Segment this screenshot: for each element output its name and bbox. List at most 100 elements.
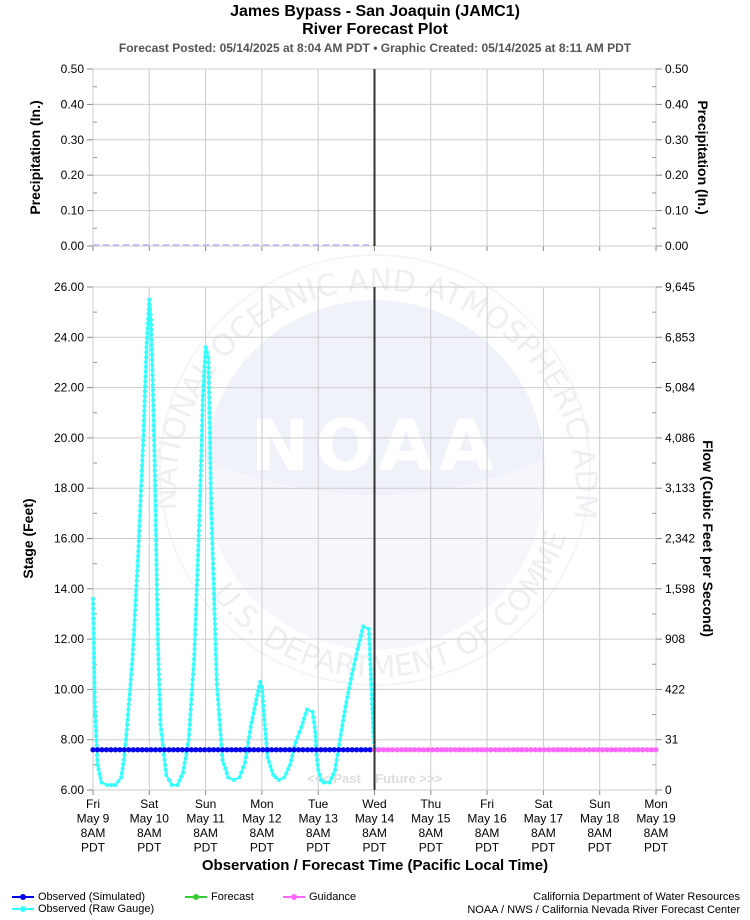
observed-raw-point: [210, 561, 215, 566]
observed-raw-point: [354, 652, 359, 657]
observed-simulated-point: [157, 747, 163, 753]
observed-raw-point: [91, 631, 96, 636]
observed-raw-point: [192, 642, 197, 647]
guidance-point: [519, 747, 525, 753]
observed-simulated-point: [291, 747, 297, 753]
observed-raw-point: [206, 375, 211, 380]
stage-ytick-label-right: 4,086: [665, 431, 695, 445]
observed-raw-point: [189, 697, 194, 702]
guidance-point: [376, 747, 382, 753]
observed-raw-point: [211, 576, 216, 581]
observed-raw-point: [187, 722, 192, 727]
observed-simulated-point: [255, 747, 261, 753]
observed-simulated-point: [318, 747, 324, 753]
x-tick-label: Fri: [480, 797, 494, 811]
observed-raw-point: [212, 616, 217, 621]
legend-item-guidance: Guidance: [283, 891, 356, 903]
guidance-point: [581, 747, 588, 753]
observed-raw-point: [97, 771, 102, 776]
x-tick-label: Fri: [86, 797, 100, 811]
observed-raw-point: [218, 732, 223, 737]
observed-raw-point: [243, 760, 248, 765]
x-tick-label: 8AM: [193, 826, 218, 840]
observed-raw-point: [207, 400, 212, 405]
observed-raw-point: [149, 322, 154, 327]
legend-label: Guidance: [309, 891, 357, 903]
observed-raw-point: [257, 684, 262, 689]
observed-raw-point: [149, 327, 154, 332]
observed-raw-point: [217, 717, 222, 722]
x-tick-label: PDT: [250, 841, 275, 855]
observed-raw-point: [145, 321, 150, 326]
observed-raw-point: [316, 767, 321, 772]
observed-raw-point: [153, 503, 158, 508]
observed-raw-point: [314, 752, 319, 757]
x-tick-label: PDT: [194, 841, 219, 855]
observed-raw-point: [201, 388, 206, 393]
observed-raw-point: [160, 737, 165, 742]
observed-raw-point: [197, 513, 202, 518]
observed-raw-point: [148, 317, 153, 322]
observed-raw-point: [137, 513, 142, 518]
x-tick-label: May 11: [186, 812, 225, 826]
observed-raw-point: [218, 727, 223, 732]
observed-raw-point: [366, 627, 371, 632]
observed-raw-point: [367, 642, 372, 647]
observed-raw-point: [200, 423, 205, 428]
observed-raw-point: [158, 707, 163, 712]
observed-raw-point: [289, 758, 294, 763]
observed-raw-point: [370, 706, 375, 711]
observed-simulated-point: [170, 747, 177, 753]
observed-raw-point: [152, 438, 157, 443]
observed-simulated-point: [331, 747, 337, 753]
observed-raw-point: [261, 703, 266, 708]
observed-raw-point: [164, 772, 169, 777]
guidance-point: [599, 747, 605, 753]
stage-ytick-label-left: 14.00: [54, 582, 84, 596]
observed-raw-point: [91, 650, 96, 655]
observed-raw-point: [126, 702, 131, 707]
observed-raw-point: [167, 777, 172, 782]
observed-raw-point: [216, 702, 221, 707]
observed-raw-point: [286, 767, 291, 772]
observed-raw-point: [156, 647, 161, 652]
observed-raw-point: [185, 742, 190, 747]
guidance-point: [398, 747, 404, 753]
observed-raw-point: [92, 690, 97, 695]
observed-raw-point: [209, 511, 214, 516]
observed-raw-point: [135, 568, 140, 573]
guidance-point: [514, 747, 521, 753]
observed-raw-point: [335, 752, 340, 757]
observed-raw-point: [193, 622, 198, 627]
observed-raw-point: [251, 711, 256, 716]
x-axis-title: Observation / Forecast Time (Pacific Loc…: [202, 857, 548, 874]
observed-raw-point: [149, 347, 154, 352]
guidance-point: [385, 747, 391, 753]
observed-raw-point: [143, 384, 148, 389]
observed-raw-point: [212, 611, 217, 616]
observed-raw-point: [188, 707, 193, 712]
observed-raw-point: [138, 493, 143, 498]
observed-raw-point: [209, 526, 214, 531]
observed-raw-point: [155, 617, 160, 622]
observed-raw-point: [273, 775, 278, 780]
observed-raw-point: [370, 701, 375, 706]
observed-raw-point: [142, 399, 147, 404]
observed-simulated-point: [349, 747, 355, 753]
observed-raw-point: [311, 715, 316, 720]
x-tick-label: 8AM: [137, 826, 162, 840]
observed-raw-point: [341, 718, 346, 723]
observed-raw-point: [202, 364, 207, 369]
observed-raw-point: [141, 433, 146, 438]
observed-raw-point: [247, 735, 252, 740]
watermark-logo-text: NOAA: [251, 405, 500, 487]
precip-ytick-label-left: 0.00: [61, 239, 85, 253]
observed-raw-point: [221, 762, 226, 767]
observed-raw-point: [177, 778, 182, 783]
observed-raw-point: [91, 641, 96, 646]
observed-raw-point: [140, 443, 145, 448]
legend-item-observed-raw: Observed (Raw Gauge): [12, 903, 154, 915]
observed-simulated-series: [90, 747, 378, 753]
guidance-point: [568, 747, 574, 753]
observed-raw-point: [263, 727, 268, 732]
